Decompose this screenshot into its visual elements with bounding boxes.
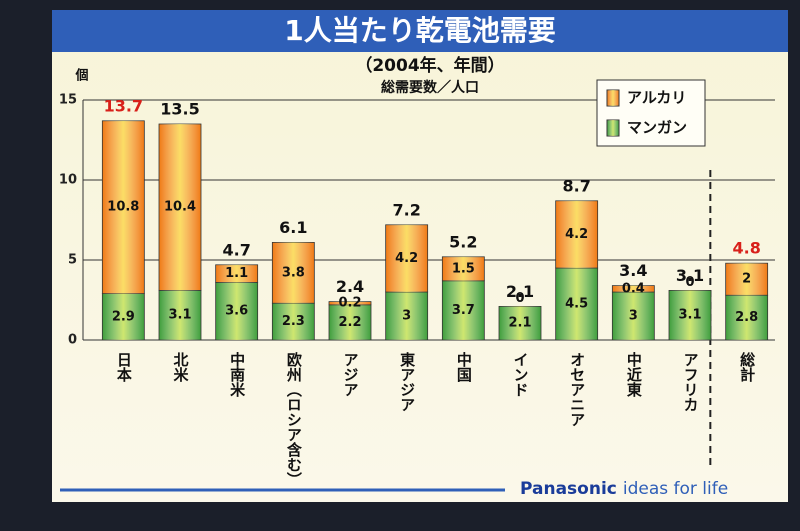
bar-shine — [272, 242, 315, 304]
total-label: 8.7 — [562, 176, 590, 195]
note: 総需要数／人口 — [381, 79, 479, 96]
total-label: 2.1 — [506, 282, 534, 301]
footer: Panasonic ideas for life — [520, 479, 728, 499]
bar-shine — [385, 292, 428, 340]
total-label: 4.7 — [222, 240, 250, 259]
x-tick-label: 中近東 — [625, 351, 643, 398]
total-label: 13.5 — [160, 100, 199, 119]
segment-label: 4.5 — [565, 297, 588, 312]
subtitle: （2004年、年間） — [355, 55, 504, 76]
segment-label: 10.8 — [107, 200, 139, 215]
bar-shine — [385, 224, 428, 292]
x-tick-label: インド — [512, 352, 530, 397]
x-tick-label: 中南米 — [228, 351, 246, 398]
legend-shine — [607, 120, 619, 136]
segment-label: 2.1 — [508, 316, 531, 331]
segment-label: 1.1 — [225, 266, 248, 281]
bar-shine — [442, 256, 485, 281]
bar-shine — [669, 290, 711, 340]
segment-label: 0 — [685, 275, 694, 290]
brand: Panasonic — [520, 479, 617, 499]
x-tick-label: アフリカ — [682, 352, 700, 412]
x-tick-label: 東アジア — [398, 351, 416, 412]
segment-label: 3.7 — [452, 303, 475, 318]
segment-label: 3 — [402, 309, 411, 324]
segment-label: 2.9 — [112, 309, 135, 324]
total-label: 7.2 — [392, 200, 420, 219]
bar-shine — [329, 301, 371, 305]
bar-shine — [555, 200, 598, 268]
segment-label: 4.2 — [565, 227, 588, 242]
y-tick-label: 0 — [68, 333, 77, 348]
segment-label: 10.4 — [164, 200, 196, 215]
x-tick-label: 中国 — [455, 351, 473, 383]
segment-label: 3.8 — [282, 265, 305, 280]
bar-shine — [102, 120, 145, 294]
segment-label: 3 — [629, 309, 638, 324]
bar-shine — [612, 292, 655, 340]
tagline: ideas for life — [623, 479, 728, 499]
legend-label: アルカリ — [627, 89, 686, 107]
x-tick-label: 北米 — [172, 352, 190, 383]
x-tick-label: オセアニア — [568, 352, 586, 427]
bar-shine — [442, 280, 485, 340]
bar-shine — [612, 285, 655, 292]
bar-shine — [499, 306, 541, 340]
bar-shine — [272, 303, 315, 340]
bar-shine — [329, 304, 371, 340]
total-label: 2.4 — [336, 277, 364, 296]
segment-label: 2.2 — [338, 315, 361, 330]
total-label: 4.8 — [732, 239, 760, 258]
bar-shine — [215, 264, 258, 283]
bar-shine — [159, 290, 201, 340]
total-label: 3.1 — [676, 266, 704, 285]
bar-shine — [555, 268, 598, 340]
x-tick-label: 日本 — [115, 352, 133, 383]
x-tick-label: 総計 — [738, 351, 756, 383]
bar-shine — [725, 295, 768, 340]
chart-title: 1人当たり乾電池需要 — [284, 14, 555, 47]
y-tick-label: 15 — [59, 93, 77, 108]
bar-shine — [215, 282, 258, 340]
x-tick-label: アジア — [342, 352, 360, 397]
total-label: 3.4 — [619, 261, 647, 280]
segment-label: 0.2 — [338, 296, 361, 311]
segment-label: 3.1 — [168, 308, 191, 323]
total-label: 13.7 — [104, 96, 143, 115]
legend-label: マンガン — [627, 119, 687, 137]
segment-label: 0.4 — [622, 281, 645, 296]
title-bar — [52, 10, 788, 52]
segment-label: 0 — [515, 291, 524, 306]
segment-label: 3.6 — [225, 304, 248, 319]
bar-shine — [159, 124, 201, 291]
segment-label: 2.3 — [282, 314, 305, 329]
y-tick-label: 10 — [59, 173, 77, 188]
bar-shine — [102, 293, 145, 340]
y-unit: 個 — [74, 68, 88, 84]
segment-label: 4.2 — [395, 251, 418, 266]
x-tick-label: 欧州（ロシア含む） — [285, 351, 303, 487]
segment-label: 1.5 — [452, 261, 475, 276]
legend-shine — [607, 90, 619, 106]
segment-label: 3.1 — [678, 308, 701, 323]
segment-label: 2.8 — [735, 310, 758, 325]
bar-shine — [725, 263, 768, 296]
total-label: 6.1 — [279, 218, 307, 237]
total-label: 5.2 — [449, 232, 477, 251]
y-tick-label: 5 — [68, 253, 77, 268]
segment-label: 2 — [742, 272, 751, 287]
